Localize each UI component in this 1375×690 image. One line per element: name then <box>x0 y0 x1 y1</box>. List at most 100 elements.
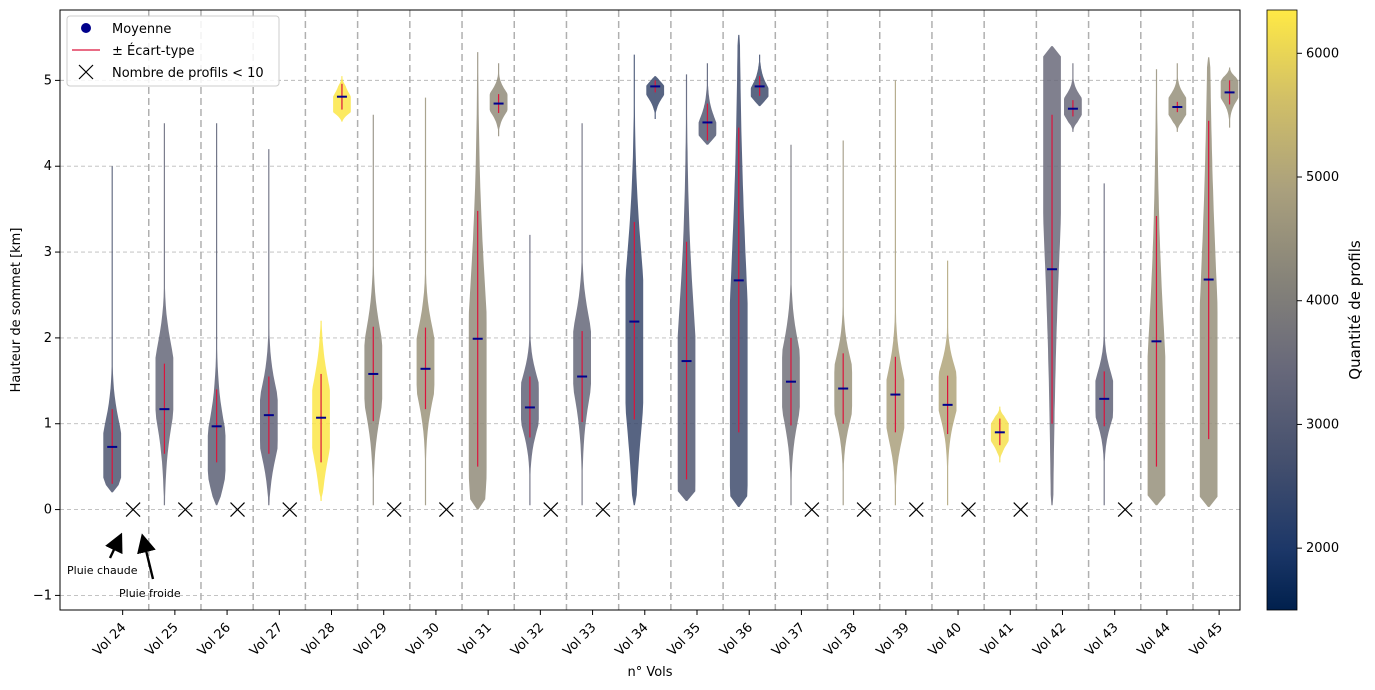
violin-group <box>260 149 278 506</box>
x-tick-label: Vol 41 <box>978 620 1017 659</box>
y-axis: −1 0 1 2 3 4 5 <box>33 73 60 603</box>
x-tick-label: Vol 25 <box>143 620 182 659</box>
violin-warm <box>364 114 383 506</box>
x-tick-label: Vol 38 <box>821 620 860 659</box>
legend-entry-std: ± Écart-type <box>112 43 195 59</box>
x-tick-label: Vol 32 <box>508 620 547 659</box>
violin-warm <box>103 166 122 493</box>
legend-box <box>66 15 280 87</box>
lt10-cross-marker <box>908 502 924 517</box>
lt10-cross-marker <box>595 502 611 517</box>
x-tick-label: Vol 24 <box>91 620 130 659</box>
x-tick-label: Vol 42 <box>1030 620 1069 659</box>
y-tick-label: 3 <box>44 245 52 260</box>
violin-group <box>1043 46 1082 506</box>
colorbar-tick-label: 3000 <box>1306 417 1339 432</box>
violin-warm <box>573 123 591 506</box>
plot-frame <box>59 9 1241 611</box>
flight-separators <box>148 10 1194 610</box>
violin-group <box>155 123 174 506</box>
x-tick-label: Vol 43 <box>1083 620 1122 659</box>
lt10-cross-marker <box>1013 502 1029 517</box>
lt10-cross-marker <box>177 502 193 517</box>
lt10-cross-marker <box>125 502 141 517</box>
y-tick-label: 1 <box>44 417 52 432</box>
violin-group <box>625 54 665 506</box>
colorbar-label: Quantité de profils <box>1346 240 1364 380</box>
x-tick-label: Vol 37 <box>769 620 808 659</box>
violin-group <box>468 52 508 510</box>
violin-group <box>677 63 717 502</box>
violin-group <box>990 406 1009 463</box>
x-tick-label: Vol 35 <box>665 620 704 659</box>
x-tick-label: Vol 31 <box>456 620 495 659</box>
violin-warm <box>207 123 226 506</box>
x-axis: Vol 24 Vol 25 Vol 26 Vol 27 Vol 28 Vol 29 Vol … <box>91 610 1226 659</box>
violin-group <box>1199 57 1239 507</box>
x-tick-label: Vol 36 <box>717 620 756 659</box>
violin-group <box>834 140 853 506</box>
x-tick-label: Vol 34 <box>613 620 652 659</box>
violin-group <box>207 123 226 506</box>
lt10-cross-marker <box>230 502 245 517</box>
violin-group <box>1095 183 1114 506</box>
colorbar-tick-label: 6000 <box>1306 46 1339 61</box>
colorbar-gradient <box>1266 9 1298 611</box>
annotation-pluie-froide: Pluie froide <box>119 587 181 600</box>
violin-warm <box>886 80 905 506</box>
lt10-cross-marker <box>386 502 402 517</box>
lt10-cross-marker <box>282 502 298 517</box>
annotation-pluie-chaude: Pluie chaude <box>67 564 138 577</box>
x-tick-label: Vol 28 <box>299 620 338 659</box>
lt10-cross-marker <box>804 502 820 517</box>
violin-group <box>416 97 435 506</box>
lt10-cross-marker <box>856 502 872 517</box>
violin-group <box>729 34 769 508</box>
violin-warm <box>260 149 278 506</box>
legend: Moyenne ± Écart-type Nombre de profils <… <box>66 15 280 87</box>
violin-cold <box>1064 63 1082 132</box>
x-tick-label: Vol 39 <box>874 620 913 659</box>
y-tick-label: 2 <box>44 331 52 346</box>
colorbar: 2000 3000 4000 5000 6000 Quantité de profils <box>1266 9 1364 611</box>
annotations: Pluie chaude Pluie froide <box>67 532 181 600</box>
y-tick-label: −1 <box>33 588 52 603</box>
legend-cross-marker <box>78 64 94 80</box>
y-tick-label: 0 <box>44 503 52 518</box>
x-tick-label: Vol 44 <box>1135 620 1174 659</box>
violin-group <box>312 76 351 501</box>
markers <box>125 502 1133 517</box>
x-tick-label: Vol 30 <box>404 620 443 659</box>
x-tick-label: Vol 33 <box>560 620 599 659</box>
violins <box>103 34 1239 510</box>
y-tick-label: 5 <box>44 73 52 88</box>
violin-warm <box>416 97 435 506</box>
violin-group <box>103 166 122 493</box>
violin-group <box>573 123 591 506</box>
violin-warm <box>521 234 539 506</box>
arrow-pluie-chaude <box>105 532 123 559</box>
x-tick-label: Vol 29 <box>352 620 391 659</box>
violin-group <box>782 144 800 506</box>
violin-group <box>886 80 905 506</box>
x-tick-label: Vol 26 <box>195 620 234 659</box>
colorbar-tick-label: 2000 <box>1306 541 1339 556</box>
violin-warm <box>1095 183 1114 506</box>
violin-warm <box>834 140 853 506</box>
legend-entry-lt10: Nombre de profils < 10 <box>112 66 264 81</box>
violin-group <box>938 260 957 506</box>
arrow-pluie-froide <box>137 533 156 580</box>
legend-entry-mean: Moyenne <box>112 22 171 37</box>
lt10-cross-marker <box>543 502 559 517</box>
colorbar-tick-label: 4000 <box>1306 294 1339 309</box>
colorbar-tick-label: 5000 <box>1306 170 1339 185</box>
violin-group <box>1147 63 1187 506</box>
lt10-cross-marker <box>961 502 976 517</box>
lt10-cross-marker <box>438 502 454 517</box>
lt10-cross-marker <box>1117 502 1133 517</box>
x-tick-label: Vol 40 <box>926 620 965 659</box>
legend-mean-marker <box>81 23 91 33</box>
x-axis-label: n° Vols <box>627 665 672 680</box>
y-tick-label: 4 <box>44 159 52 174</box>
x-tick-label: Vol 27 <box>247 620 286 659</box>
